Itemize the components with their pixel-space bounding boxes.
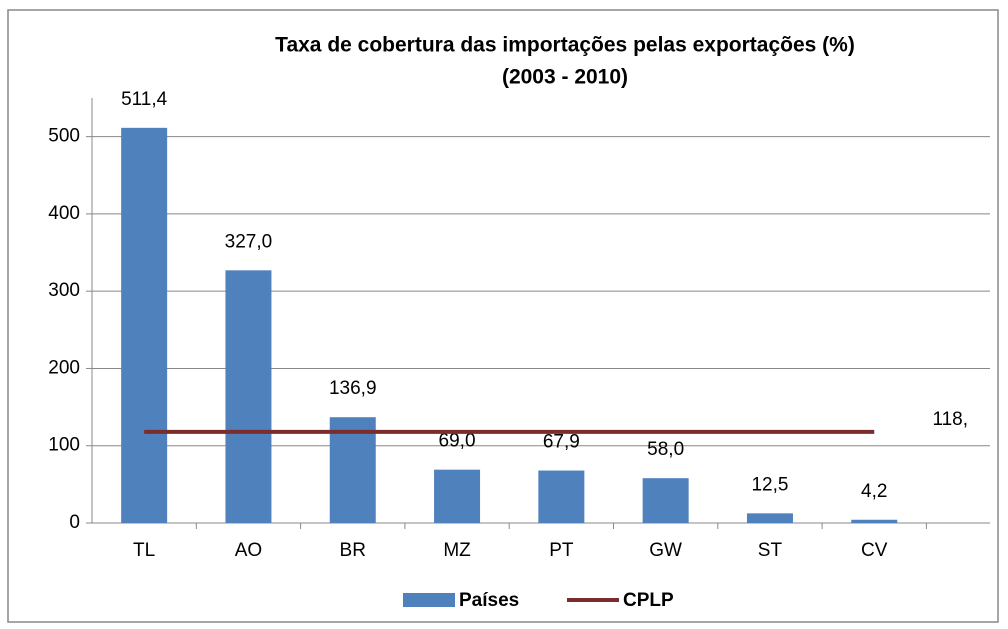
x-tick-label: ST xyxy=(758,540,783,561)
legend-label: Países xyxy=(459,590,519,611)
y-tick-label: 0 xyxy=(69,512,80,533)
x-tick-label: BR xyxy=(340,540,366,561)
bar xyxy=(746,513,793,523)
data-label: 67,9 xyxy=(543,432,580,453)
x-tick-label: GW xyxy=(649,540,682,561)
data-label: 327,0 xyxy=(225,231,273,252)
x-tick-label: PT xyxy=(549,540,574,561)
chart-title: Taxa de cobertura das importações pelas … xyxy=(275,34,855,57)
bar xyxy=(851,519,898,523)
data-label: 136,9 xyxy=(329,378,377,399)
data-label: 511,4 xyxy=(121,89,168,110)
chart-frame xyxy=(7,9,999,623)
x-tick-label: MZ xyxy=(443,540,471,561)
chart-subtitle: (2003 - 2010) xyxy=(502,66,628,89)
y-tick-label: 400 xyxy=(48,203,80,224)
x-tick-label: TL xyxy=(133,540,155,561)
bar xyxy=(538,470,585,523)
bar xyxy=(434,469,481,523)
bar xyxy=(329,417,376,523)
data-label: 12,5 xyxy=(751,474,788,495)
y-tick-label: 300 xyxy=(48,280,80,301)
bar xyxy=(121,127,168,523)
bar xyxy=(642,478,689,523)
y-tick-label: 200 xyxy=(48,357,80,378)
y-tick-label: 100 xyxy=(48,435,80,456)
data-label: 69,0 xyxy=(439,431,476,452)
data-label: 58,0 xyxy=(647,439,684,460)
legend-swatch xyxy=(403,593,455,607)
bar xyxy=(225,270,272,523)
y-tick-label: 500 xyxy=(48,126,80,147)
x-tick-label: CV xyxy=(861,540,888,561)
data-label: 4,2 xyxy=(861,481,887,502)
data-label: 118, xyxy=(932,409,968,430)
x-tick-label: AO xyxy=(235,540,262,561)
legend-label: CPLP xyxy=(623,590,674,611)
